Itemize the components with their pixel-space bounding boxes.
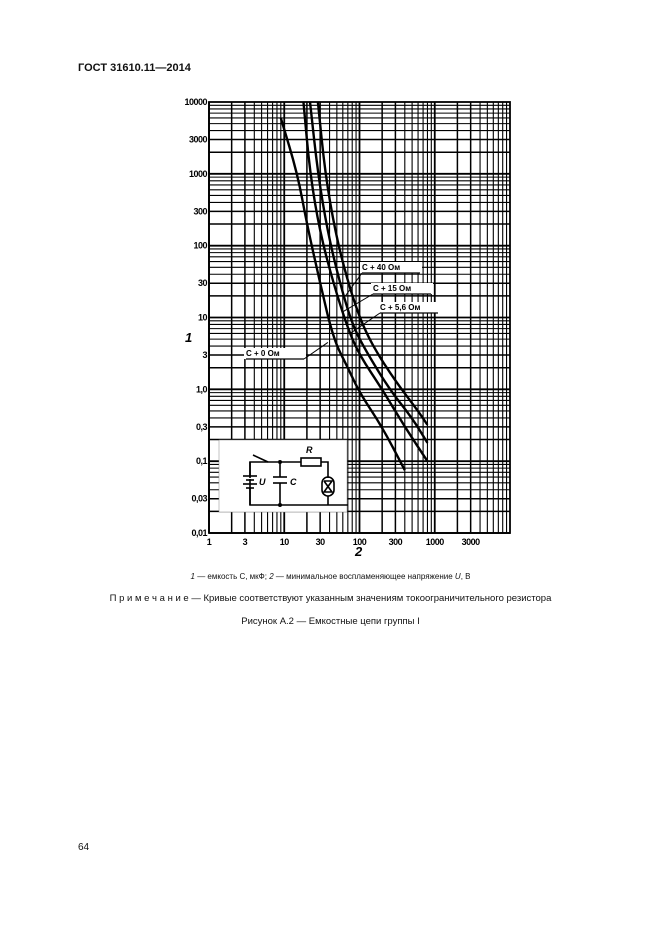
legend-u: U xyxy=(454,572,461,581)
curve-label-leader xyxy=(303,342,329,360)
circuit-inset: R U C xyxy=(218,439,348,513)
curve-label: C + 5,6 Ом xyxy=(380,303,420,312)
tick-labels: 1 3 10 30 100 300 1000 300010000300010003001003… xyxy=(184,97,480,547)
capacitor-label: C xyxy=(290,477,297,487)
y-tick-label: 0,1 xyxy=(196,456,208,466)
y-axis-label: 1 xyxy=(185,330,192,345)
y-tick-label: 3000 xyxy=(189,135,208,145)
curve-label-bg xyxy=(360,262,422,273)
x-tick-label: 10 xyxy=(280,537,290,547)
standard-header: ГОСТ 31610.11—2014 xyxy=(78,62,191,74)
series-curve-0 xyxy=(279,117,406,471)
resistor-label: R xyxy=(306,445,313,455)
series-curve-2 xyxy=(308,101,429,444)
resistor-symbol xyxy=(300,457,322,467)
page-number: 64 xyxy=(78,842,90,853)
x-tick-label: 1 xyxy=(207,537,212,547)
y-tick-label: 10 xyxy=(198,313,208,323)
y-tick-label: 10000 xyxy=(184,97,207,107)
y-tick-label: 1,0 xyxy=(196,384,208,394)
note: П р и м е ч а н и е — Кривые соответству… xyxy=(109,593,552,604)
legend-num-1: 1 xyxy=(190,572,195,581)
x-axis-label: 2 xyxy=(354,544,363,559)
x-tick-label: 30 xyxy=(316,537,326,547)
x-tick-label: 3000 xyxy=(462,537,481,547)
axis-legend: 1 — емкость С, мкФ; 2 — минимальное восп… xyxy=(0,572,661,581)
y-tick-label: 100 xyxy=(193,241,207,251)
plot-frame xyxy=(208,101,511,534)
figure-caption: Рисунок А.2 — Емкостные цепи группы I xyxy=(241,616,420,627)
curve-label-leader xyxy=(345,272,363,297)
lamp-symbol xyxy=(321,476,335,497)
y-tick-label: 30 xyxy=(198,278,208,288)
y-tick-label: 0,01 xyxy=(191,528,207,538)
y-tick-label: 1000 xyxy=(189,169,208,179)
curves: C + 0 Ом C + 5,6 Ом C + 15 Ом C + 40 Ом xyxy=(244,101,440,471)
y-tick-label: 3 xyxy=(202,350,207,360)
legend-text-2: — минимальное воспламеняющее напряжение xyxy=(273,572,455,581)
legend-num-2: 2 xyxy=(269,572,274,581)
curve-label-bg xyxy=(378,302,440,313)
curve-label-bg xyxy=(244,348,306,359)
x-tick-label: 3 xyxy=(243,537,248,547)
x-tick-label: 100 xyxy=(353,537,367,547)
series-curve-1 xyxy=(302,101,429,462)
source-label: U xyxy=(259,477,266,487)
curve-label: C + 40 Ом xyxy=(362,263,400,272)
legend-text-1: — емкость С, мкФ; xyxy=(194,572,270,581)
series-curve-3 xyxy=(316,101,429,426)
curve-label: C + 15 Ом xyxy=(373,284,411,293)
y-tick-label: 0,3 xyxy=(196,422,208,432)
x-tick-label: 1000 xyxy=(426,537,445,547)
legend-text-3: , В xyxy=(460,572,471,581)
y-tick-label: 300 xyxy=(193,206,207,216)
y-tick-label: 0,03 xyxy=(191,494,207,504)
curve-label: C + 0 Ом xyxy=(246,349,280,358)
x-tick-label: 300 xyxy=(389,537,403,547)
curve-label-leader xyxy=(342,293,374,313)
curve-label-bg xyxy=(371,283,433,294)
